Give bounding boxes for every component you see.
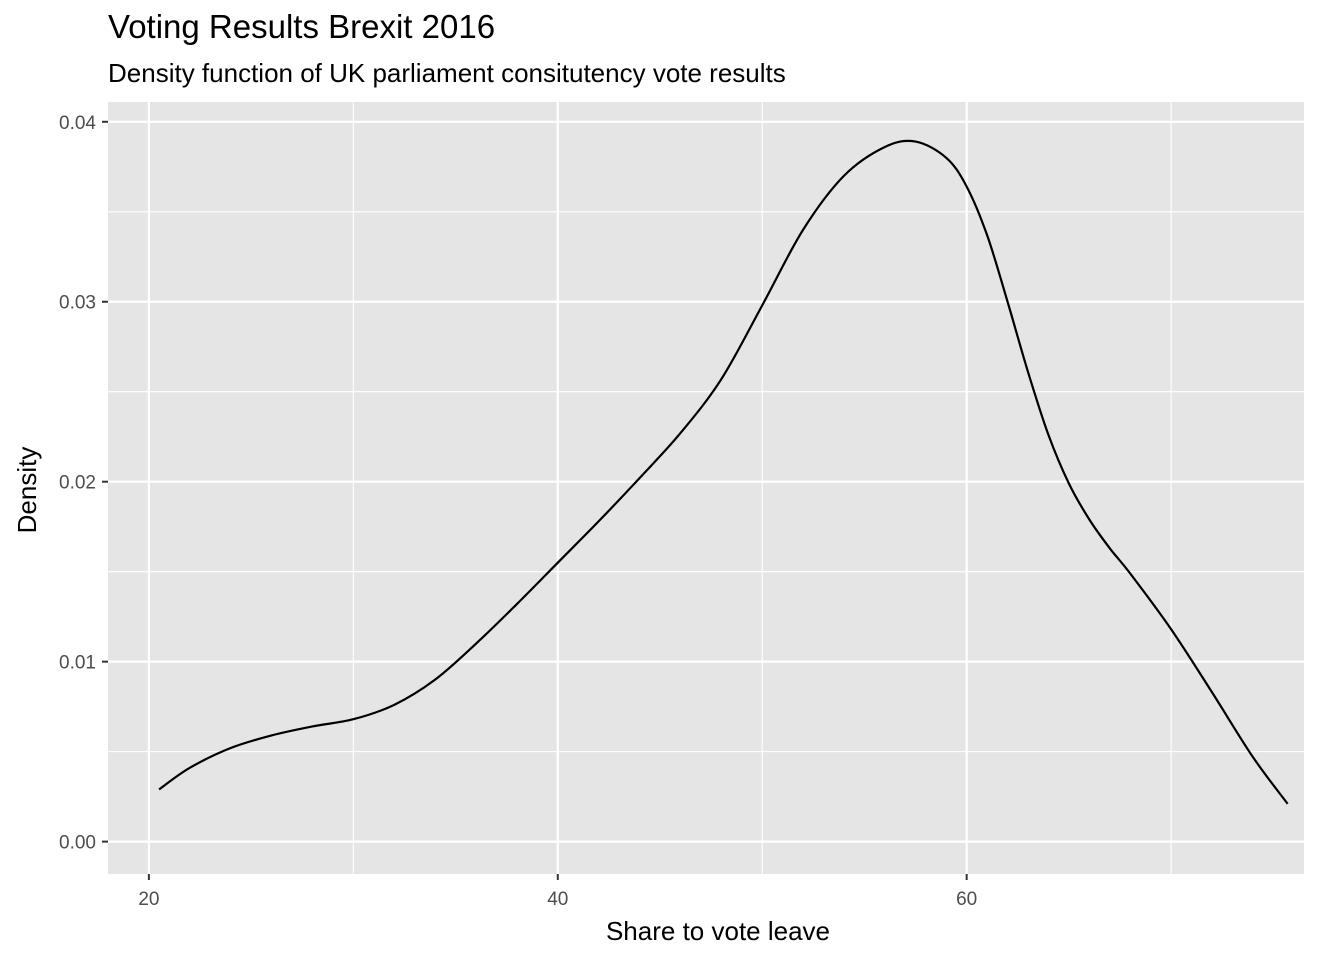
y-tick-label: 0.03: [59, 293, 96, 314]
y-axis-title: Density: [12, 447, 42, 534]
y-tick-label: 0.04: [59, 113, 96, 134]
x-axis: 20 40 60: [138, 874, 977, 910]
x-axis-title: Share to vote leave: [606, 916, 830, 946]
density-curve: [158, 139, 1289, 805]
minor-grid: [108, 102, 1304, 874]
x-tick-label: 40: [547, 889, 568, 910]
y-axis: 0.00 0.01 0.02 0.03 0.04: [59, 113, 108, 854]
chart-title: Voting Results Brexit 2016: [108, 8, 496, 45]
chart-subtitle: Density function of UK parliament consit…: [108, 58, 786, 88]
y-tick-label: 0.01: [59, 653, 96, 674]
major-grid: [108, 102, 1304, 874]
x-tick-label: 20: [138, 889, 159, 910]
y-tick-label: 0.00: [59, 833, 96, 854]
y-tick-label: 0.02: [59, 473, 96, 494]
plot-panel: [108, 102, 1304, 874]
x-tick-label: 60: [956, 889, 977, 910]
